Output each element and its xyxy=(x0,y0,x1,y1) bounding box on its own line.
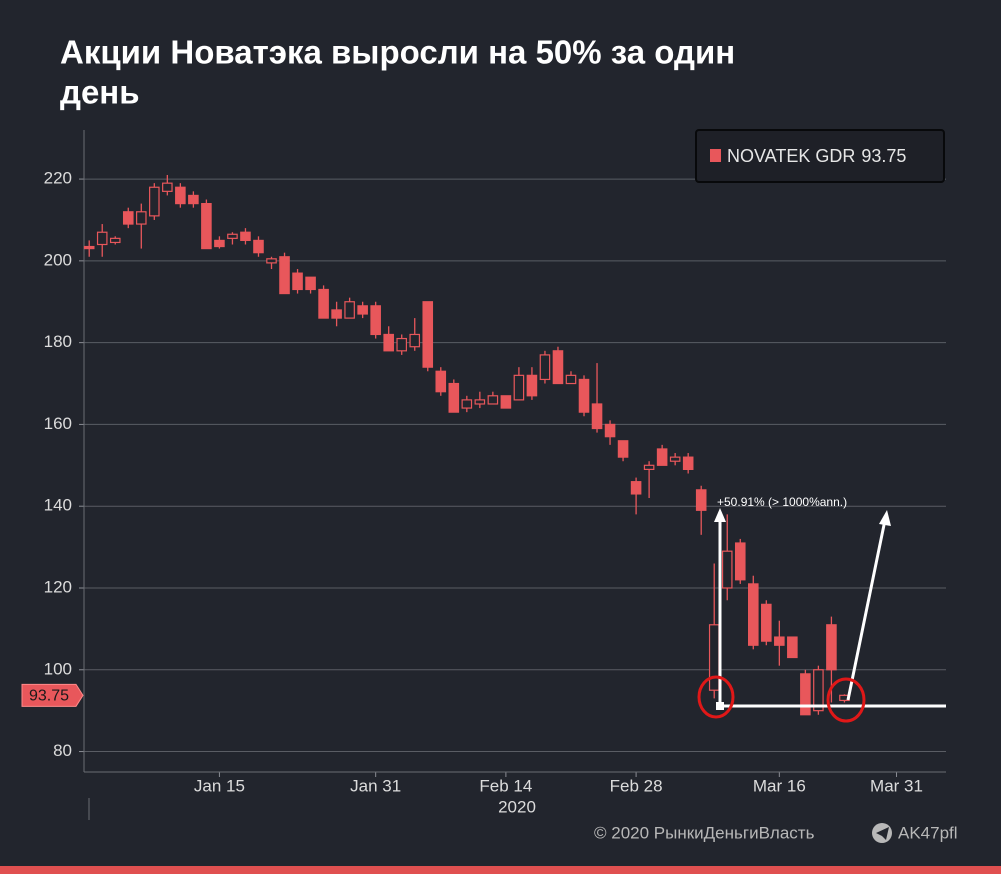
x-tick-label: Feb 14 xyxy=(479,776,532,795)
candle-body-down xyxy=(188,194,199,205)
candle-body-down xyxy=(734,542,746,581)
candle-body-down xyxy=(800,673,811,716)
candle-body-down xyxy=(292,272,303,291)
candle-body-down xyxy=(826,624,837,671)
candle-body-up xyxy=(96,231,108,246)
candle-body-up xyxy=(565,374,577,385)
candle-body-up xyxy=(162,182,173,192)
candle-body-down xyxy=(500,395,512,409)
x-tick-label: Jan 15 xyxy=(194,776,245,795)
candle-body-down xyxy=(201,203,212,250)
candle-body-up xyxy=(669,456,681,462)
rebound-arrowhead xyxy=(879,510,891,526)
candle-body-up xyxy=(474,399,486,405)
candle-body-down xyxy=(383,333,394,352)
arrow-base xyxy=(716,702,724,710)
candle-body-up xyxy=(513,374,525,401)
candle-body-up xyxy=(409,333,421,348)
candle-body-down xyxy=(253,239,264,254)
candle-body-up xyxy=(396,337,408,352)
candle-body-down xyxy=(774,636,785,646)
x-tick-label: Jan 31 xyxy=(350,776,401,795)
legend-name: NOVATEK GDR xyxy=(727,146,855,166)
candle-body-down xyxy=(787,636,798,659)
candle-body-down xyxy=(656,448,668,466)
candle-body-down xyxy=(331,309,342,319)
candle-body-up xyxy=(539,354,551,381)
x-tick-label: Mar 16 xyxy=(753,776,806,795)
source: © 2020 РынкиДеньгиВласть xyxy=(594,823,815,842)
candle-body-down xyxy=(357,305,368,315)
y-tick-label: 180 xyxy=(44,332,72,351)
candle-body-up xyxy=(149,186,160,217)
candle-body-down xyxy=(305,276,316,291)
candle-body-up xyxy=(266,258,277,264)
candle-body-down xyxy=(122,211,134,225)
candle-body-down xyxy=(435,370,447,393)
candle-body-down xyxy=(526,374,538,397)
annotation: +50.91% (> 1000%ann.) xyxy=(717,495,847,509)
chart-title: Акции Новатэка выросли на 50% за один xyxy=(60,34,735,71)
candle-body-up xyxy=(461,399,473,409)
y-tick-label: 200 xyxy=(44,250,72,269)
candle-body-up xyxy=(227,233,238,239)
bottom-bar xyxy=(0,866,1001,874)
rebound-arrow xyxy=(846,519,887,701)
grid: 80 100 120 140 160 180 200 220 Jan 15 Jan 31 Feb 1… xyxy=(44,169,946,795)
candle-body-down xyxy=(318,288,329,319)
candle-body-down xyxy=(422,301,434,368)
candle-body-down xyxy=(682,456,694,471)
y-tick-label: 140 xyxy=(44,496,72,515)
telegram-plane xyxy=(876,827,889,840)
y-tick-label: 100 xyxy=(44,659,72,678)
candle-body-down xyxy=(83,245,95,250)
legend-box xyxy=(695,129,945,183)
candle-body-down xyxy=(578,378,590,413)
x-tick-label: Mar 31 xyxy=(870,776,923,795)
candle-body-down xyxy=(761,603,772,642)
candle-body-down xyxy=(370,305,381,336)
candle-body-down xyxy=(747,583,759,646)
candle-body-up xyxy=(487,395,499,405)
y-tick-label: 160 xyxy=(44,414,72,433)
candle-body-down xyxy=(630,481,642,495)
x-axis-year: 2020 xyxy=(498,797,536,816)
candle-body-down xyxy=(279,256,290,295)
price-label: 93.75 xyxy=(29,688,69,705)
candle-body-down xyxy=(695,489,707,511)
candle-body-down xyxy=(617,440,629,458)
highlight-circle xyxy=(826,677,866,723)
candle-body-down xyxy=(214,239,225,248)
channel: AK47pfl xyxy=(898,823,958,842)
candle-body-down xyxy=(240,231,251,242)
candle-body-down xyxy=(175,186,186,205)
y-tick-label: 220 xyxy=(44,169,72,188)
candles xyxy=(83,174,850,716)
candle-body-down xyxy=(552,350,564,385)
candle-body-up xyxy=(344,301,355,319)
candle-body-down xyxy=(448,382,460,413)
candle-body-up xyxy=(109,237,121,244)
x-tick-label: Feb 28 xyxy=(610,776,663,795)
legend-value: 93.75 xyxy=(861,146,906,166)
candle-body-down xyxy=(591,403,603,430)
legend-entry: NOVATEK GDR 93.75 xyxy=(727,146,906,166)
gain-arrowhead xyxy=(714,508,726,522)
legend-swatch xyxy=(710,149,721,162)
y-tick-label: 80 xyxy=(53,741,72,760)
candle-body-up xyxy=(708,624,720,691)
chart-title-line2: день xyxy=(60,74,140,111)
price-marker xyxy=(21,683,84,707)
candle-body-up xyxy=(136,211,147,225)
y-tick-label: 120 xyxy=(44,577,72,596)
candle-body-up xyxy=(721,550,733,589)
candle-body-up xyxy=(643,464,655,471)
candle-body-up xyxy=(813,669,824,712)
candle-body-down xyxy=(604,423,616,438)
highlight-circle xyxy=(697,675,735,719)
